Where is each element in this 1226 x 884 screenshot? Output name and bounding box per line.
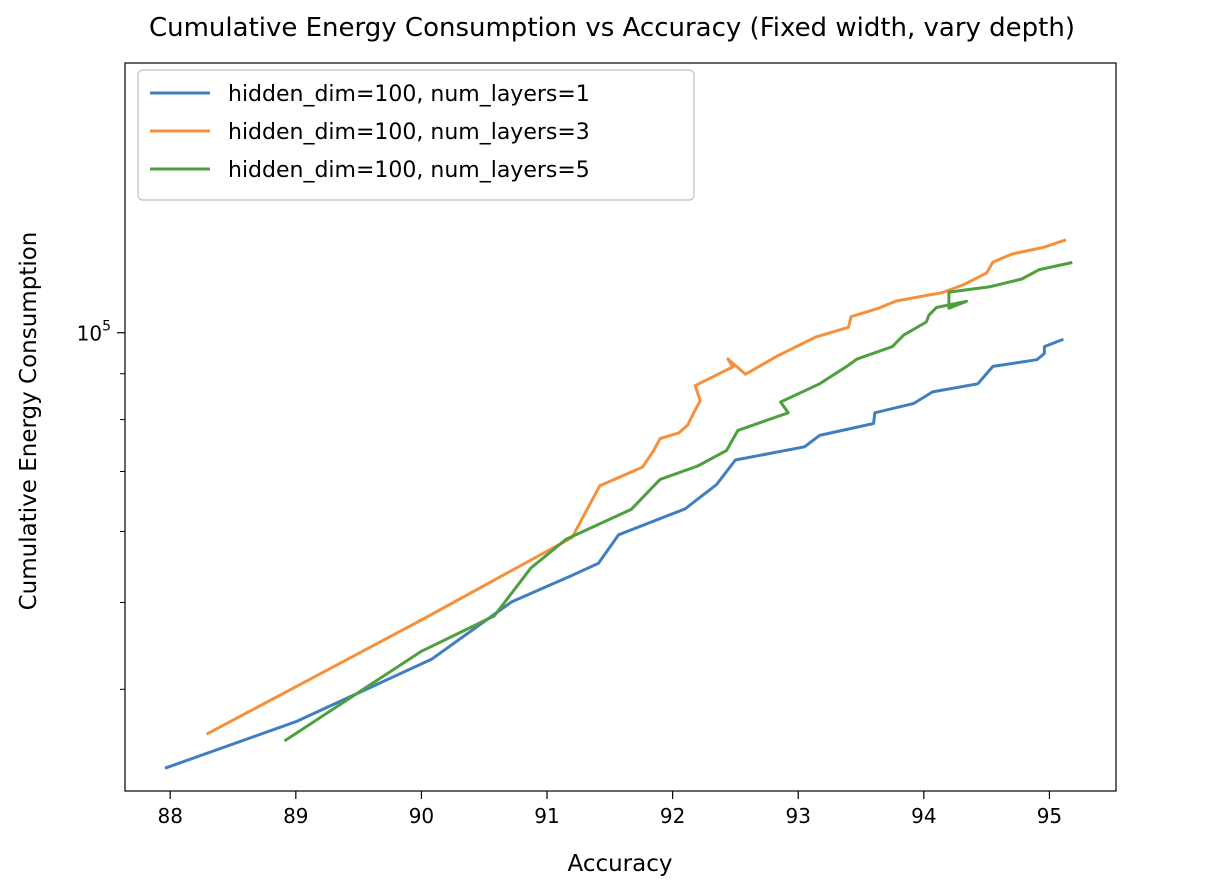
plot-frame	[124, 62, 1117, 792]
x-tick-label: 93	[786, 804, 811, 828]
x-axis-label: Accuracy	[567, 851, 672, 877]
legend-label-3: hidden_dim=100, num_layers=5	[228, 158, 590, 183]
series-line-3	[283, 261, 1073, 743]
plot-lines	[164, 238, 1073, 770]
y-axis-label: Cumulative Energy Consumption	[16, 232, 42, 611]
series-line-1	[164, 337, 1064, 770]
y-axis: 105	[77, 319, 125, 690]
x-tick-label: 94	[911, 804, 936, 828]
y-major-tick-label: 105	[77, 319, 111, 346]
legend-label-1: hidden_dim=100, num_layers=1	[228, 82, 590, 107]
x-tick-label: 88	[157, 804, 182, 828]
x-axis: 88 89 90 91 92 93 94 95	[157, 791, 1062, 828]
legend: hidden_dim=100, num_layers=1 hidden_dim=1…	[137, 69, 695, 201]
x-tick-label: 92	[660, 804, 685, 828]
x-tick-label: 91	[534, 804, 559, 828]
y-tick-base: 10	[77, 322, 102, 346]
y-tick-exponent: 5	[102, 319, 111, 335]
series-line-2	[205, 238, 1067, 736]
x-tick-label: 95	[1037, 804, 1062, 828]
x-tick-label: 90	[409, 804, 434, 828]
chart-title: Cumulative Energy Consumption vs Accurac…	[149, 13, 1075, 43]
legend-box	[137, 69, 695, 201]
legend-label-2: hidden_dim=100, num_layers=3	[228, 120, 590, 145]
x-tick-label: 89	[283, 804, 308, 828]
